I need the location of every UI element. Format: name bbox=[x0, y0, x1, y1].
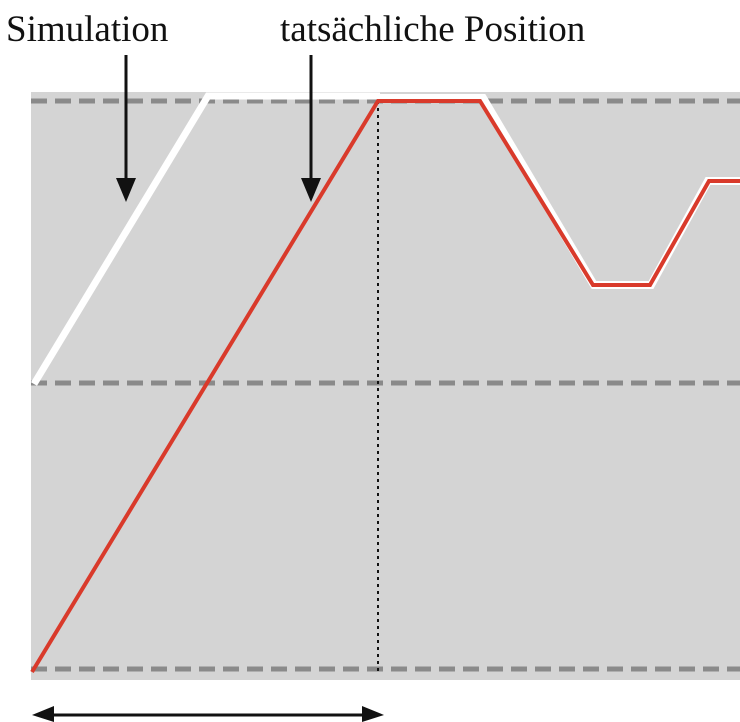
simulation-curve bbox=[31, 92, 380, 386]
simulation-label: Simulation bbox=[6, 9, 169, 50]
plot-area bbox=[31, 92, 740, 680]
simulation-pointer-arrowhead bbox=[116, 178, 136, 202]
actual-position-curve bbox=[30, 99, 740, 674]
actual-position-pointer-arrowhead bbox=[301, 178, 321, 202]
duration-arrowhead-right bbox=[362, 706, 384, 722]
actual-position-label: tatsächliche Position bbox=[280, 9, 586, 50]
duration-arrowhead-left bbox=[32, 706, 54, 722]
